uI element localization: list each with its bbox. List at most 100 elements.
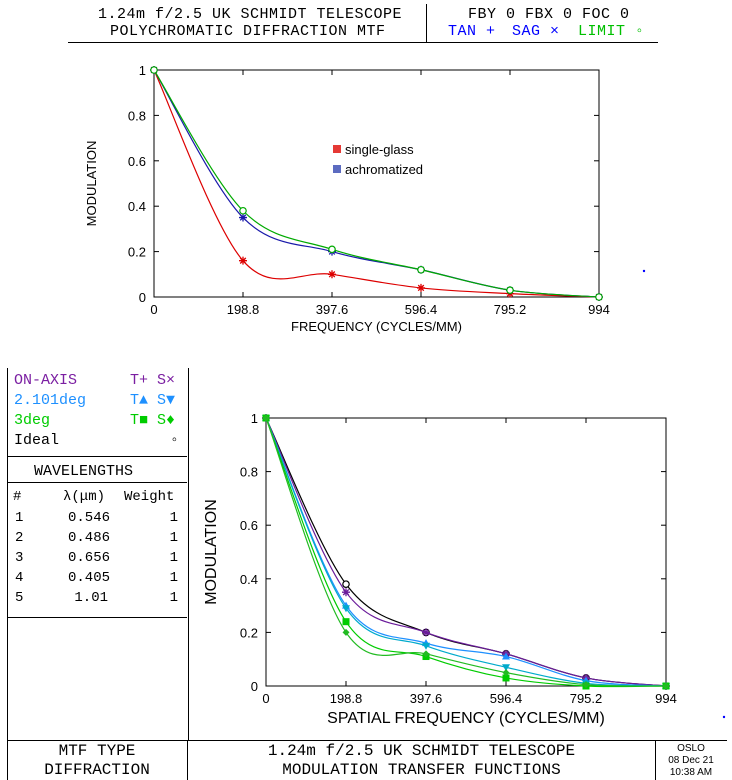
data-point	[328, 270, 336, 279]
wavelengths-header-lambda: λ(μm)	[63, 489, 106, 505]
legend-row-on-axis-markers: T+ S×	[130, 372, 175, 389]
legend-s-marker: S♦	[157, 412, 176, 429]
legend-label: 2.101deg	[14, 392, 87, 409]
legend-row-2deg-markers: T▲ S▼	[130, 392, 175, 409]
header-rule	[68, 42, 658, 43]
wavelength-weight: 1	[169, 570, 178, 586]
stray-dot	[642, 269, 646, 273]
wavelength-number: 5	[15, 590, 24, 606]
wavelength-value: 0.546	[68, 510, 111, 526]
legend-s-marker: ◦	[170, 432, 180, 449]
x-tick-label: 795.2	[570, 691, 603, 706]
stray-dot	[722, 715, 726, 719]
wavelength-value: 0.656	[68, 550, 111, 566]
legend-row-on-axis: ON-AXIS	[14, 372, 77, 389]
legend-row-ideal-marker: ◦	[170, 432, 179, 449]
footer-mtf-type-label: MTF TYPE	[58, 742, 136, 760]
legend-entry: achromatized	[345, 162, 423, 177]
header-field-line: FBY 0 FBX 0 FOC 0	[468, 6, 630, 23]
wavelengths-title-rule	[7, 482, 187, 483]
data-point	[342, 628, 350, 636]
y-tick-label: 0.8	[128, 108, 146, 123]
y-tick-label: 0.6	[240, 518, 258, 533]
legend-t-marker: T■	[130, 412, 149, 429]
data-point	[422, 628, 430, 637]
footer-title-line2: MODULATION TRANSFER FUNCTIONS	[282, 761, 561, 779]
data-point	[417, 283, 425, 292]
bottom-mtf-chart: 0 0.2 0.4 0.6 0.8 1 0 198.8 397.6 596.4 795.2 994 SP…	[203, 411, 726, 727]
legend-divider	[7, 456, 187, 457]
legend-swatch	[333, 145, 341, 153]
y-tick-label: 1	[251, 411, 258, 426]
data-point	[502, 674, 510, 682]
data-point	[262, 414, 270, 422]
legend-t-marker: T▲	[130, 392, 149, 409]
plot-frame	[265, 417, 667, 687]
y-axis-label: MODULATION	[84, 141, 99, 227]
y-tick-label: 0	[139, 290, 146, 305]
wavelength-number: 4	[15, 570, 24, 586]
wavelength-weight: 1	[169, 590, 178, 606]
wavelengths-title: WAVELENGTHS	[34, 463, 134, 480]
header-divider-vertical	[426, 4, 427, 42]
data-point	[239, 206, 247, 215]
data-point	[662, 682, 670, 690]
data-point	[239, 256, 247, 265]
legend-panel-border	[7, 368, 189, 740]
legend-entry: single-glass	[345, 142, 414, 157]
legend-swatch	[333, 165, 341, 173]
x-tick-label: 198.8	[330, 691, 363, 706]
wavelength-number: 2	[15, 530, 24, 546]
x-tick-label: 596.4	[405, 302, 438, 317]
legend-label: ON-AXIS	[14, 372, 78, 389]
x-tick-label: 795.2	[494, 302, 527, 317]
data-point	[502, 652, 510, 660]
legend-row-3deg: 3deg	[14, 412, 50, 429]
y-tick-label: 0.2	[240, 625, 258, 640]
data-point	[328, 245, 336, 254]
wavelength-weight: 1	[169, 550, 178, 566]
wavelength-number: 3	[15, 550, 24, 566]
data-point	[502, 669, 510, 677]
x-axis-label: SPATIAL FREQUENCY (CYCLES/MM)	[327, 710, 605, 727]
wavelength-number: 1	[15, 510, 24, 526]
series-line	[265, 417, 667, 687]
wavelengths-header-num: #	[13, 489, 22, 505]
x-axis-label: FREQUENCY (CYCLES/MM)	[291, 319, 462, 334]
legend-t-marker: T+	[130, 372, 149, 389]
data-point	[239, 213, 247, 222]
y-tick-label: 0.4	[128, 199, 146, 214]
x-tick-label: 397.6	[316, 302, 349, 317]
footer-date: 08 Dec 21	[668, 755, 714, 766]
data-point	[150, 66, 158, 74]
x-tick-label: 397.6	[410, 691, 443, 706]
header-title-line1: 1.24m f/2.5 UK SCHMIDT TELESCOPE	[98, 6, 403, 23]
y-tick-label: 0.8	[240, 465, 258, 480]
header-title-line2: POLYCHROMATIC DIFFRACTION MTF	[110, 23, 386, 40]
series-line	[153, 69, 600, 298]
footer-title-line1: 1.24m f/2.5 UK SCHMIDT TELESCOPE	[267, 742, 576, 760]
legend-label: Ideal	[14, 432, 60, 449]
wavelength-value: 0.486	[68, 530, 111, 546]
legend-row-ideal: Ideal	[14, 432, 59, 449]
wavelength-value: 0.405	[68, 570, 111, 586]
footer-mtf-type-value: DIFFRACTION	[44, 761, 150, 779]
legend-label: 3deg	[14, 412, 51, 429]
data-point	[506, 286, 514, 294]
x-tick-label: 994	[655, 691, 677, 706]
x-tick-label: 596.4	[490, 691, 523, 706]
data-point	[342, 605, 350, 613]
footer-left-border	[7, 740, 8, 780]
data-point	[417, 265, 425, 274]
wavelength-weight: 1	[169, 510, 178, 526]
plot-frame	[153, 69, 600, 298]
legend-s-marker: S▼	[157, 392, 176, 409]
footer-divider-1	[187, 740, 188, 780]
data-point	[342, 588, 350, 597]
wavelength-weight: 1	[169, 530, 178, 546]
y-tick-label: 1	[139, 63, 146, 78]
x-tick-label: 994	[588, 302, 610, 317]
data-point	[595, 293, 603, 301]
legend-row-2deg: 2.101deg	[14, 392, 86, 409]
wavelengths-header-weight: Weight	[124, 489, 175, 505]
